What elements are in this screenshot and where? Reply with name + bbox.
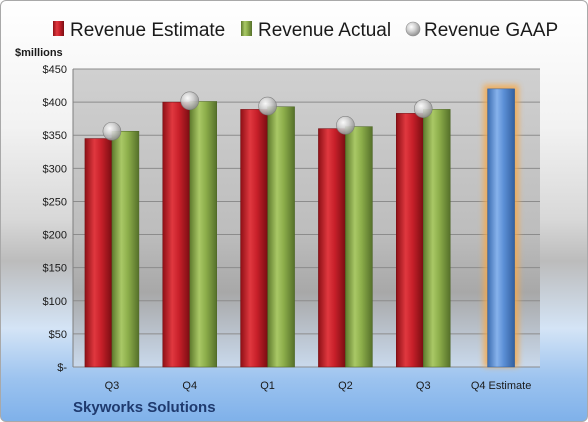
y-axis-ticks: $- $50 $100 $150 $200 $250 $300 $350 $400 $450: [43, 64, 68, 374]
bar-revenue-estimate: [84, 138, 113, 368]
legend-swatch: [241, 21, 252, 36]
plot-area: [73, 69, 540, 367]
y-tick-label: $250: [43, 196, 67, 208]
x-category-label: Q3: [416, 380, 431, 392]
bar-revenue-actual: [111, 130, 140, 368]
y-tick-label: $50: [49, 329, 67, 341]
legend-label: Revenue Estimate: [70, 20, 225, 41]
marker-revenue-gaap: [102, 121, 122, 141]
bar-revenue-estimate: [162, 101, 190, 368]
bar-revenue-actual: [345, 126, 373, 368]
x-category-label: Q3: [105, 380, 120, 392]
company-label: Skyworks Solutions: [73, 399, 216, 416]
bars-group: [84, 84, 519, 368]
x-category-label: Q4 Estimate: [471, 380, 532, 392]
x-category-label: Q2: [338, 380, 353, 392]
bar-revenue-actual: [267, 106, 295, 368]
y-tick-label: $-: [57, 362, 67, 374]
marker-revenue-gaap: [336, 115, 355, 135]
bar-revenue-estimate: [240, 109, 268, 368]
x-category-label: Q4: [182, 380, 197, 392]
bar-revenue-actual: [423, 109, 451, 368]
y-tick-label: $200: [43, 230, 67, 242]
bar-revenue-estimate: [318, 128, 346, 368]
x-category-label: Q1: [260, 380, 275, 392]
chart-legend: Revenue Estimate Revenue Actual Revenue GA…: [53, 20, 558, 41]
y-tick-label: $300: [43, 163, 67, 175]
y-tick-label: $400: [43, 97, 67, 109]
bar-revenue-estimate: [396, 113, 424, 368]
y-axis-unit-label: $millions: [15, 47, 63, 59]
gaap-markers: [102, 91, 433, 141]
marker-revenue-gaap: [180, 91, 200, 111]
x-axis-labels: Q3 Q4 Q1 Q2 Q3 Q4 Estimate: [105, 380, 532, 392]
legend-swatch: [405, 21, 421, 37]
y-tick-label: $450: [43, 64, 67, 76]
gridlines: [72, 68, 540, 368]
legend-label: Revenue Actual: [258, 20, 391, 41]
legend-swatch: [53, 21, 64, 36]
legend-label: Revenue GAAP: [424, 20, 558, 41]
marker-revenue-gaap: [413, 99, 433, 119]
bar-q4-estimate: [487, 88, 515, 368]
y-tick-label: $350: [43, 130, 67, 142]
y-tick-label: $150: [43, 263, 67, 275]
y-tick-label: $100: [43, 296, 67, 308]
marker-revenue-gaap: [258, 96, 277, 116]
bar-revenue-actual: [189, 101, 217, 368]
